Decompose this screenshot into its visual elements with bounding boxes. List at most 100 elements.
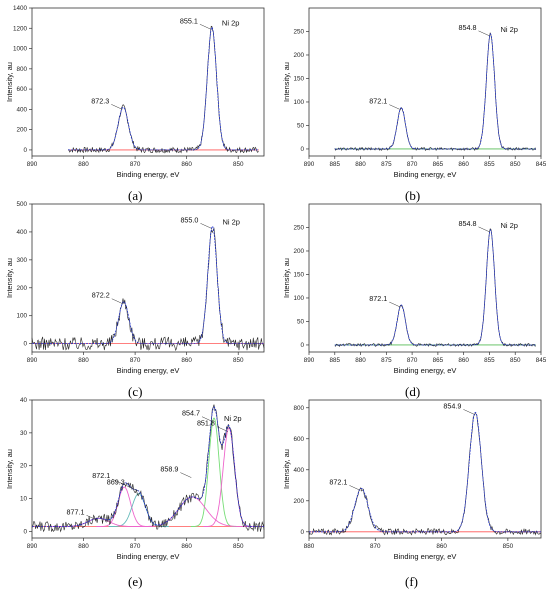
y-tick-label: 30 [20, 430, 28, 437]
x-tick-label: 870 [407, 161, 418, 168]
panel-e: 890 880 870 860 850 0 10 20 30 40 Binding energy, … [0, 392, 270, 589]
y-tick-label: 500 [16, 201, 27, 208]
y-tick-label: 200 [293, 52, 304, 59]
y-tick-label: 0 [23, 341, 27, 348]
spectrum-label: Ni 2p [500, 25, 518, 34]
chart-f: 880 870 860 850 0 200 400 600 800 Binding energy,… [282, 399, 542, 561]
x-tick-label: 870 [130, 543, 141, 550]
y-tick-label: 150 [293, 271, 304, 278]
y-axis-title: Intensity, au [5, 258, 14, 298]
x-axis-title: Binding energy, eV [394, 170, 457, 179]
data-series-line [67, 25, 259, 154]
x-tick-label: 860 [181, 543, 192, 550]
x-tick-label: 850 [233, 161, 244, 168]
x-tick-label: 880 [304, 543, 315, 550]
y-tick-label: 1400 [13, 5, 28, 12]
chart-b: 890 885 880 875 870 865 860 855 850 845 0 50 100 150 2… [282, 7, 547, 179]
peak-annotation: 872.1 [329, 477, 347, 486]
panel-label-e: (e) [128, 574, 143, 589]
x-tick-label: 870 [130, 357, 141, 364]
y-tick-label: 300 [16, 257, 27, 264]
annotation-leader [180, 472, 192, 478]
x-tick-label: 870 [407, 357, 418, 364]
x-tick-label: 890 [27, 161, 38, 168]
y-tick-label: 600 [16, 86, 27, 93]
plot-frame [308, 7, 542, 157]
x-tick-label: 865 [433, 357, 444, 364]
data-series-line [334, 228, 536, 348]
peak-annotation: 855.0 [180, 215, 198, 224]
y-axis-title: Intensity, au [282, 62, 291, 102]
x-tick-label: 875 [381, 161, 392, 168]
x-tick-label: 850 [510, 357, 521, 364]
peak-annotation: 872.3 [91, 96, 109, 105]
spectrum-label: Ni 2p [500, 221, 518, 230]
x-tick-label: 890 [27, 357, 38, 364]
y-tick-label: 400 [293, 467, 304, 474]
fit-envelope-line [32, 225, 264, 344]
x-axis-title: Binding energy, eV [117, 552, 180, 561]
y-tick-label: 800 [293, 405, 304, 412]
spectrum-label: Ni 2p [222, 217, 240, 226]
peak-annotation: 872.2 [92, 291, 110, 300]
plot-frame [31, 399, 265, 539]
chart-d: 890 885 880 875 870 865 860 855 850 845 0 50 100 150 2… [282, 203, 547, 375]
annotation-leader [389, 104, 401, 110]
component-peak-line [190, 417, 238, 527]
x-tick-label: 870 [130, 161, 141, 168]
chart-c: 890 880 870 860 850 0 100 200 300 400 500 Binding e… [5, 201, 265, 375]
x-tick-label: 855 [484, 357, 495, 364]
x-tick-label: 855 [484, 161, 495, 168]
fit-envelope-line [309, 411, 541, 533]
fit-envelope-line [334, 229, 536, 346]
x-tick-label: 890 [27, 543, 38, 550]
spectrum-label: Ni 2p [222, 18, 240, 27]
annotation-leader [389, 301, 401, 308]
peak-annotation: 855.1 [180, 16, 198, 25]
x-tick-label: 860 [181, 357, 192, 364]
x-axis-title: Binding energy, eV [117, 170, 180, 179]
component-peak-line [96, 486, 153, 527]
chart-a: 890 880 870 860 850 0 200 400 600 800 1000 1200 1400… [5, 5, 265, 179]
plot-frame [31, 7, 265, 157]
annotation-leader [86, 515, 98, 521]
peak-annotation: 854.9 [443, 401, 461, 410]
y-tick-label: 0 [300, 146, 304, 153]
panel-label-a: (a) [128, 188, 143, 203]
chart-e: 890 880 870 860 850 0 10 20 30 40 Binding energy, … [5, 397, 265, 561]
y-tick-label: 100 [293, 295, 304, 302]
y-tick-label: 0 [23, 528, 27, 535]
peak-annotation: 854.8 [458, 23, 476, 32]
y-tick-label: 40 [20, 397, 28, 404]
y-tick-label: 200 [16, 285, 27, 292]
peak-annotation: 869.3 [107, 478, 125, 487]
annotation-leader [216, 426, 229, 432]
y-axis-title: Intensity, au [282, 258, 291, 298]
y-tick-label: 800 [16, 66, 27, 73]
y-axis-title: Intensity, au [282, 449, 291, 489]
y-tick-label: 1000 [13, 46, 28, 53]
panel-label-d: (d) [405, 384, 421, 399]
annotation-leader [111, 298, 123, 304]
panel-f: 880 870 860 850 0 200 400 600 800 Binding energy,… [277, 392, 547, 589]
annotation-leader [478, 226, 490, 233]
y-tick-label: 1200 [13, 25, 28, 32]
x-tick-label: 890 [304, 357, 315, 364]
y-tick-label: 0 [23, 147, 27, 154]
y-tick-label: 200 [16, 127, 27, 134]
y-tick-label: 0 [300, 529, 304, 536]
peak-annotation: 854.7 [182, 409, 200, 418]
y-tick-label: 400 [16, 106, 27, 113]
fit-envelope-line [68, 26, 259, 151]
panel-label-f: (f) [405, 574, 418, 589]
annotation-leader [201, 416, 214, 422]
annotation-leader [111, 104, 123, 110]
x-tick-label: 870 [370, 543, 381, 550]
x-tick-label: 860 [458, 357, 469, 364]
peak-annotation: 854.8 [458, 219, 476, 228]
x-tick-label: 850 [233, 357, 244, 364]
y-axis-title: Intensity, au [5, 449, 14, 489]
x-tick-label: 860 [436, 543, 447, 550]
component-peak-line [52, 517, 145, 527]
y-tick-label: 200 [293, 498, 304, 505]
